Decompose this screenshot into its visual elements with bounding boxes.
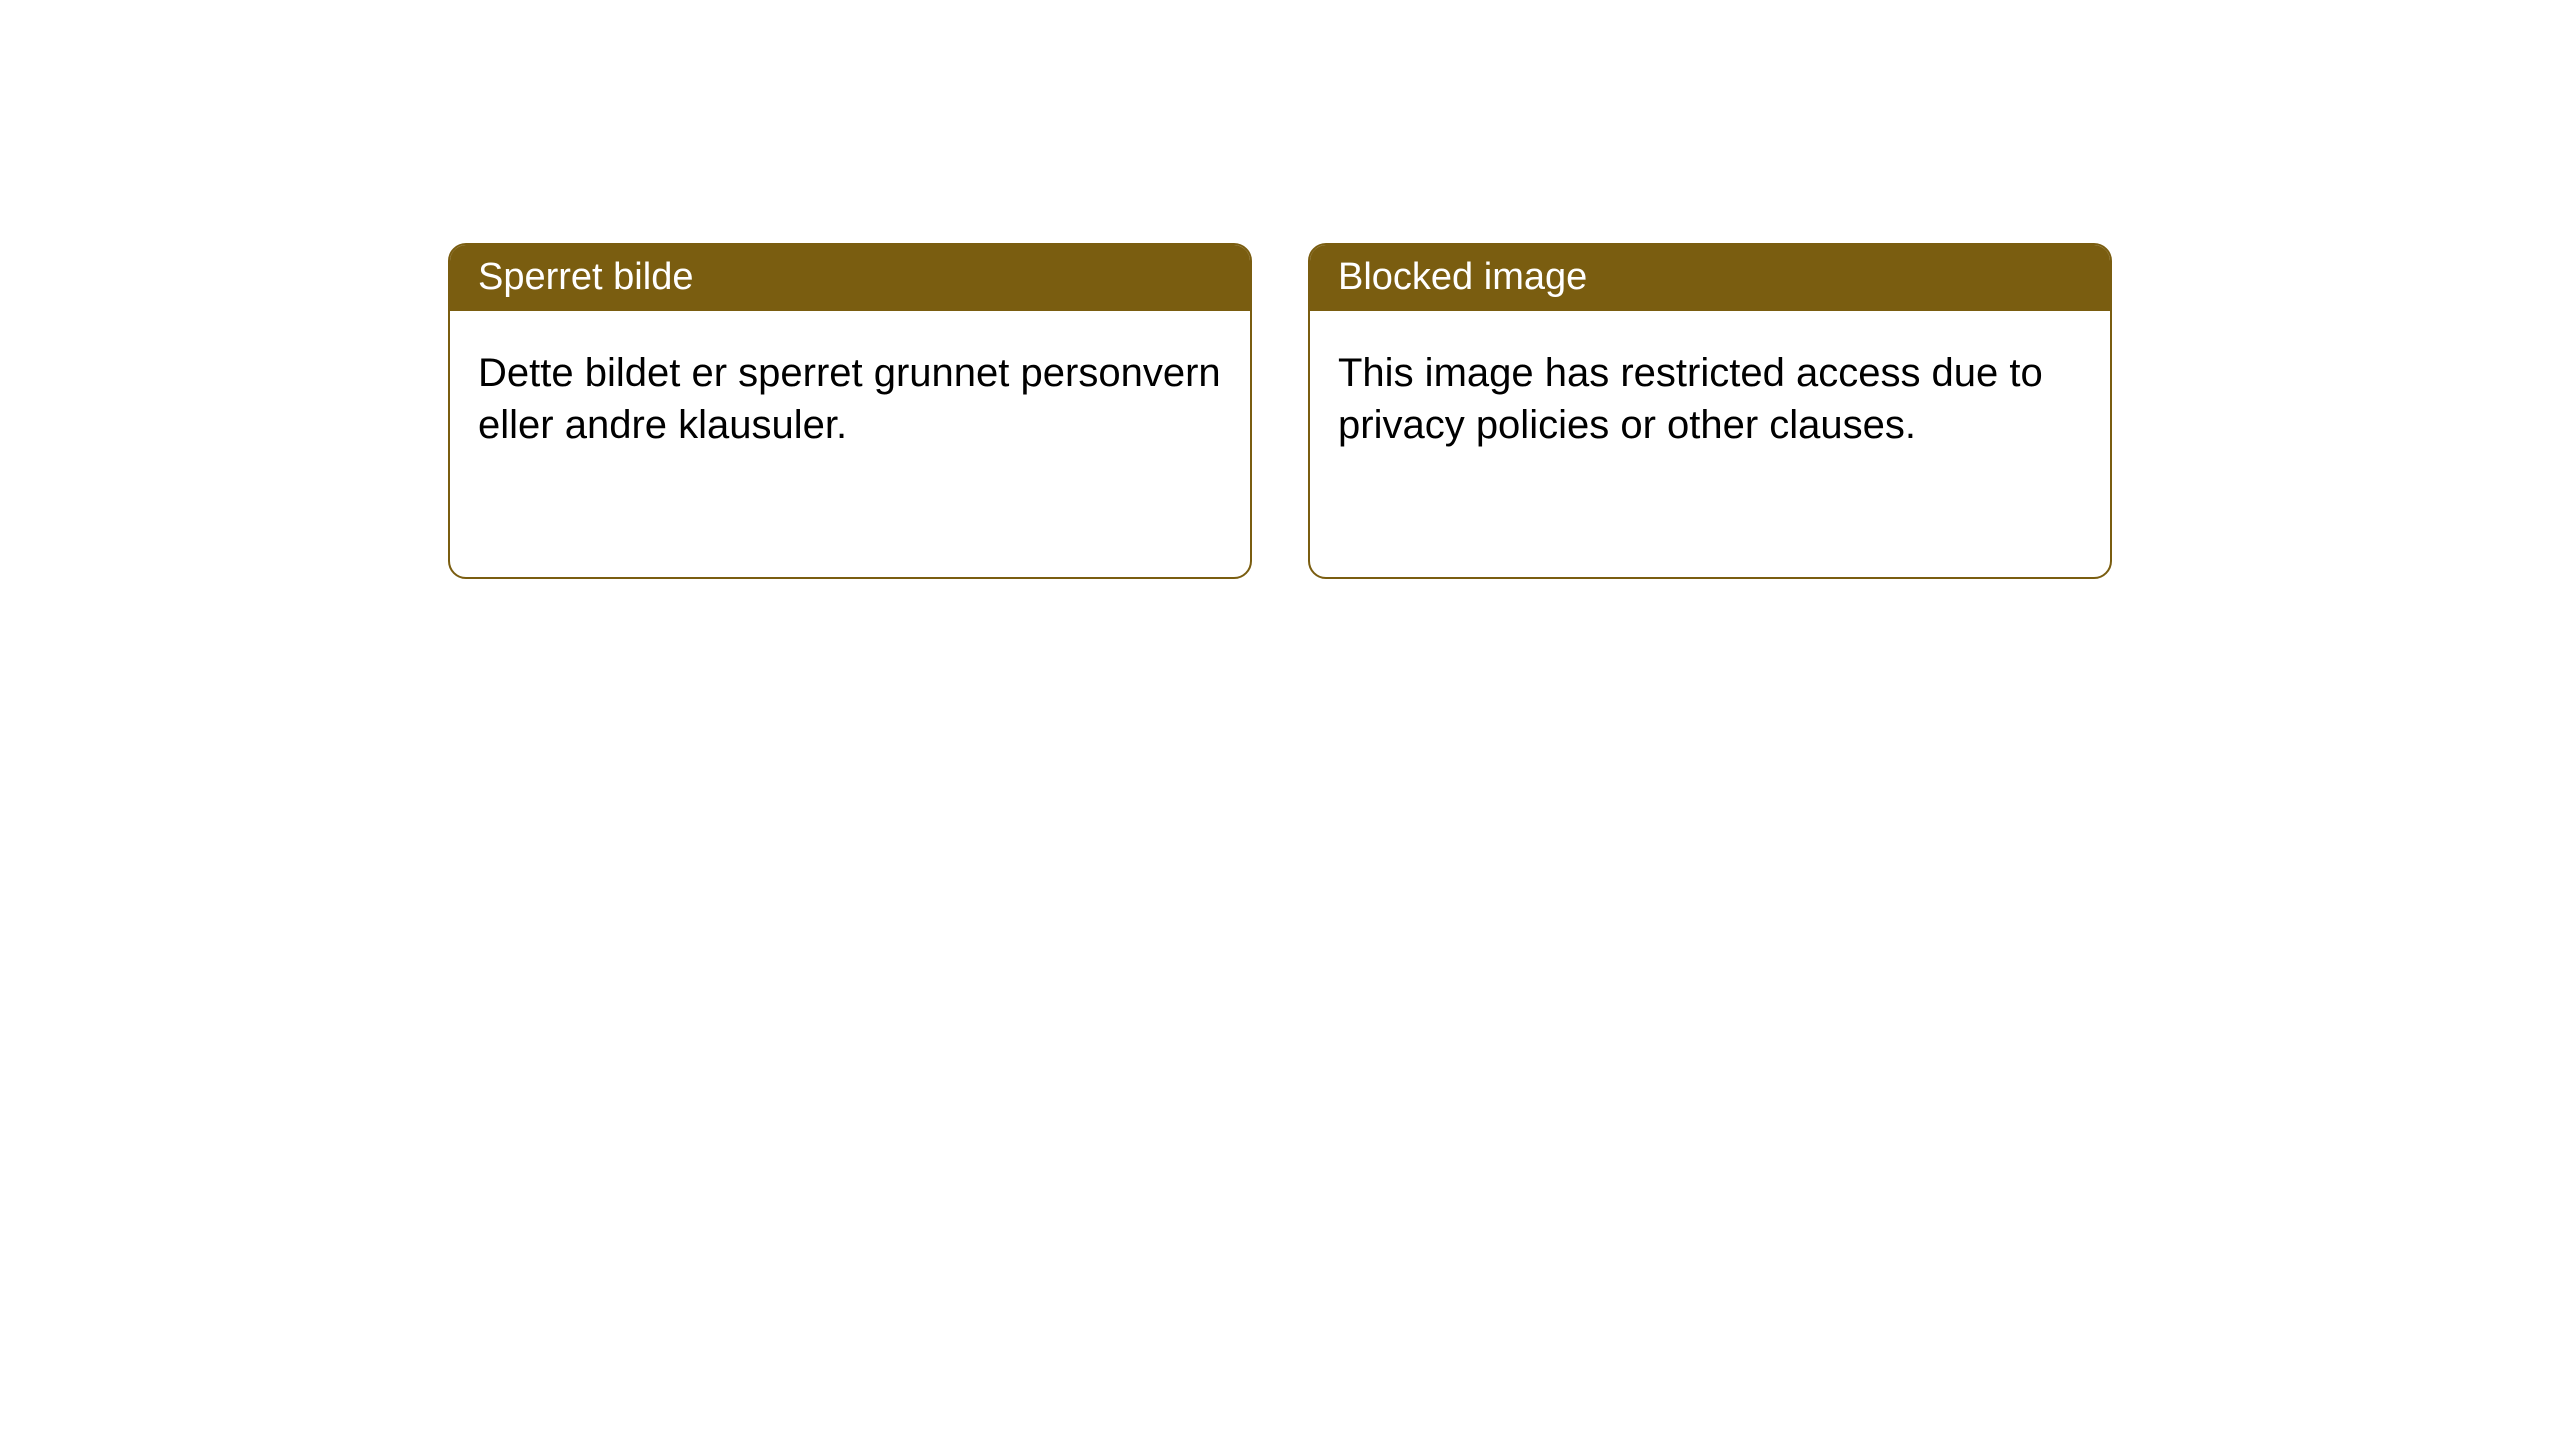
- card-body-text: This image has restricted access due to …: [1338, 351, 2043, 447]
- cards-container: Sperret bilde Dette bildet er sperret gr…: [0, 0, 2560, 579]
- blocked-image-card-english: Blocked image This image has restricted …: [1308, 243, 2112, 579]
- card-header: Blocked image: [1310, 245, 2110, 311]
- card-header: Sperret bilde: [450, 245, 1250, 311]
- card-body: Dette bildet er sperret grunnet personve…: [450, 311, 1250, 487]
- blocked-image-card-norwegian: Sperret bilde Dette bildet er sperret gr…: [448, 243, 1252, 579]
- card-title: Sperret bilde: [478, 256, 693, 298]
- card-body: This image has restricted access due to …: [1310, 311, 2110, 487]
- card-body-text: Dette bildet er sperret grunnet personve…: [478, 351, 1221, 447]
- card-title: Blocked image: [1338, 256, 1587, 298]
